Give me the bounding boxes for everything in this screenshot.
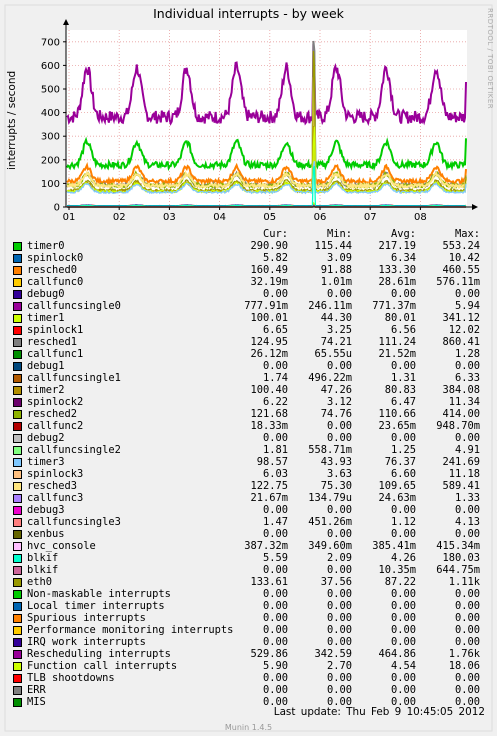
x-tick-label: 02 (113, 212, 126, 223)
series-line (66, 44, 467, 127)
series-line (66, 77, 467, 190)
watermark-text: RRDTOOL / TOBI OETIKER (486, 8, 494, 110)
series-line (66, 160, 467, 195)
y-tick-label: 300 (41, 132, 60, 143)
munin-version: Munin 1.4.5 (224, 723, 273, 732)
y-tick-label: 600 (41, 61, 60, 72)
x-axis-arrow (472, 204, 478, 210)
x-tick-label: 03 (163, 212, 176, 223)
y-axis-label-text: interrupts / second (6, 70, 18, 170)
y-tick-label: 200 (41, 155, 60, 166)
chart-title: Individual interrupts - by week (153, 6, 344, 21)
axes: 0 100 200 300 400 500 600 700 01 02 03 04 05 06 07 08 (41, 19, 478, 223)
y-tick-label: 500 (41, 85, 60, 96)
series-line (66, 106, 467, 187)
last-update: Last update: Thu Feb 9 10:45:05 2012 (273, 706, 485, 718)
series-line (66, 85, 467, 172)
y-tick-label: 400 (41, 108, 60, 119)
x-tick-label: 06 (314, 212, 327, 223)
y-tick-label: 100 (41, 179, 60, 190)
x-tick-label: 04 (213, 212, 226, 223)
x-tick-label: 05 (263, 212, 276, 223)
x-tick-label: 01 (63, 212, 76, 223)
x-tick-label: 07 (364, 212, 377, 223)
y-axis-arrow (63, 19, 69, 25)
y-tick-label: 700 (41, 37, 60, 48)
y-tick-label: 0 (54, 203, 60, 214)
frame (4, 4, 493, 732)
x-tick-label: 08 (414, 212, 427, 223)
